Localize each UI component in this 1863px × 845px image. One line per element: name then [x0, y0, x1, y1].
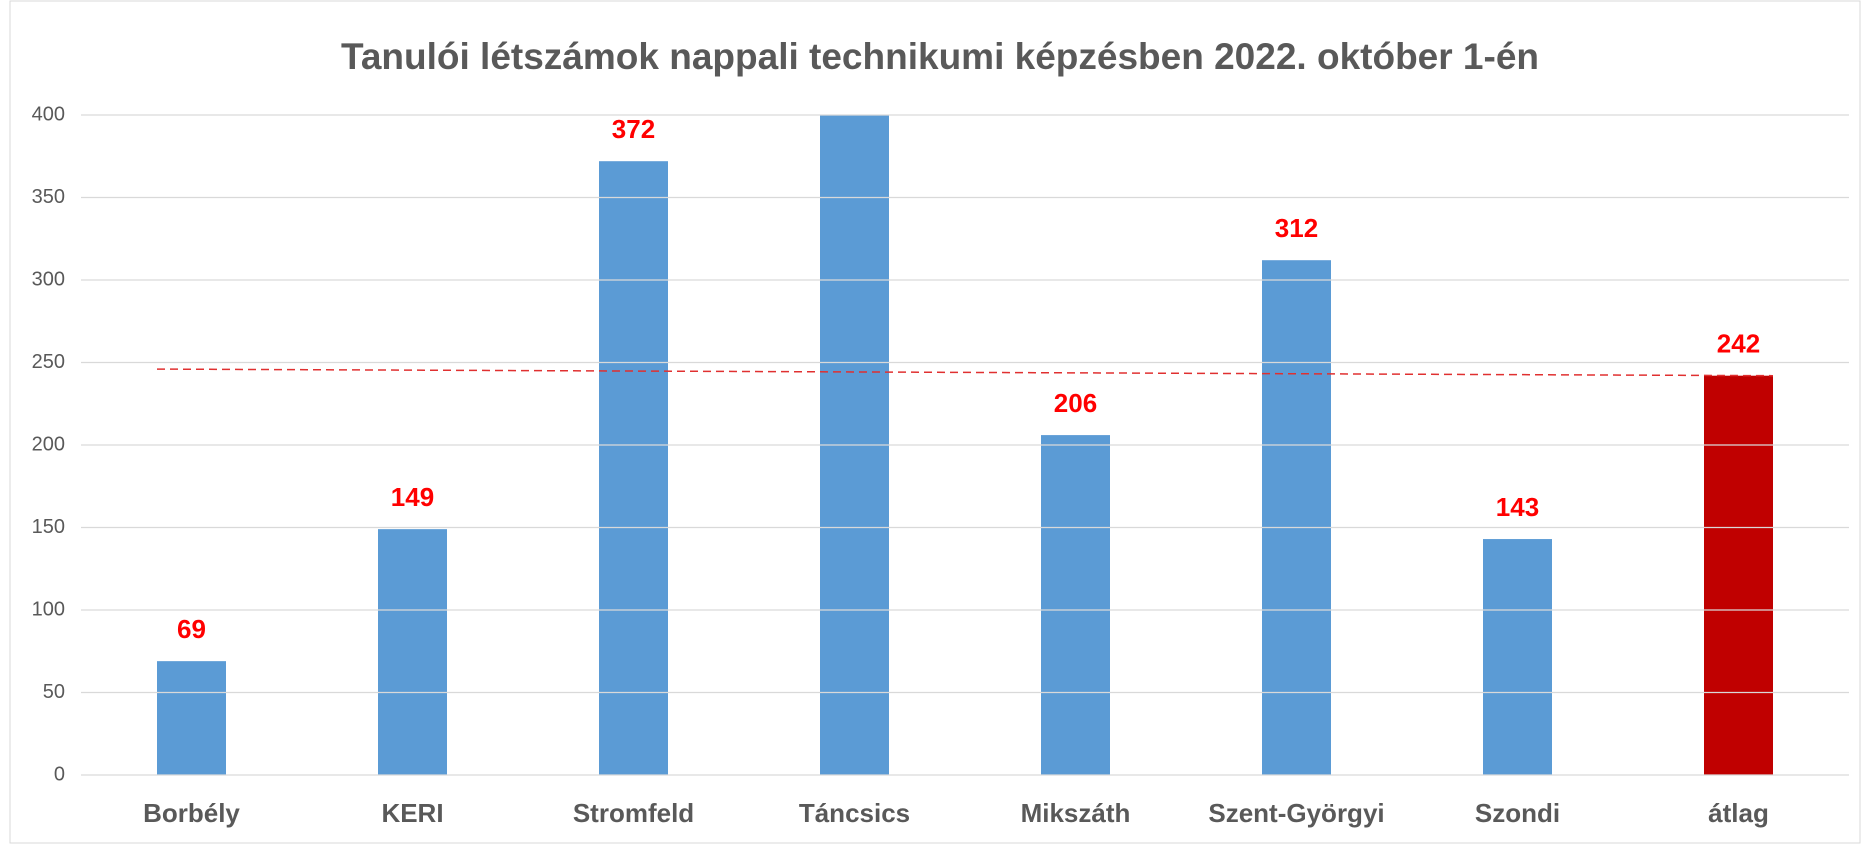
data-label: 143 — [1496, 492, 1539, 522]
x-tick-label: Táncsics — [799, 798, 910, 828]
chart-title: Tanulói létszámok nappali technikumi kép… — [341, 36, 1539, 77]
y-tick-label: 100 — [32, 598, 65, 620]
x-tick-label: Stromfeld — [573, 798, 694, 828]
x-tick-label: Mikszáth — [1021, 798, 1131, 828]
x-tick-label: átlag — [1708, 798, 1769, 828]
chart-border — [9, 0, 1861, 844]
bar — [1483, 539, 1552, 775]
data-label: 206 — [1054, 388, 1097, 418]
bar — [378, 529, 447, 775]
y-tick-label: 200 — [32, 433, 65, 455]
data-label: 149 — [391, 482, 434, 512]
y-tick-label: 250 — [32, 351, 65, 373]
bar — [1262, 260, 1331, 775]
x-tick-label: Szent-Györgyi — [1208, 798, 1384, 828]
bar — [820, 115, 889, 776]
y-tick-label: 300 — [32, 268, 65, 290]
bar — [157, 661, 226, 775]
average-line — [156, 368, 1774, 377]
data-label: 242 — [1717, 329, 1760, 359]
x-tick-label: KERI — [381, 798, 443, 828]
x-tick-label: Szondi — [1475, 798, 1560, 828]
y-tick-label: 0 — [54, 763, 65, 785]
y-tick-label: 350 — [32, 186, 65, 208]
data-label: 69 — [177, 614, 206, 644]
bar — [1704, 375, 1773, 775]
x-tick-label: Borbély — [143, 798, 240, 828]
data-label: 312 — [1275, 213, 1318, 243]
y-tick-label: 50 — [43, 681, 65, 703]
bar — [1041, 435, 1110, 775]
y-tick-label: 150 — [32, 516, 65, 538]
bar — [599, 161, 668, 775]
y-tick-label: 400 — [32, 103, 65, 125]
data-label: 372 — [612, 114, 655, 144]
plot-area — [157, 115, 1773, 776]
